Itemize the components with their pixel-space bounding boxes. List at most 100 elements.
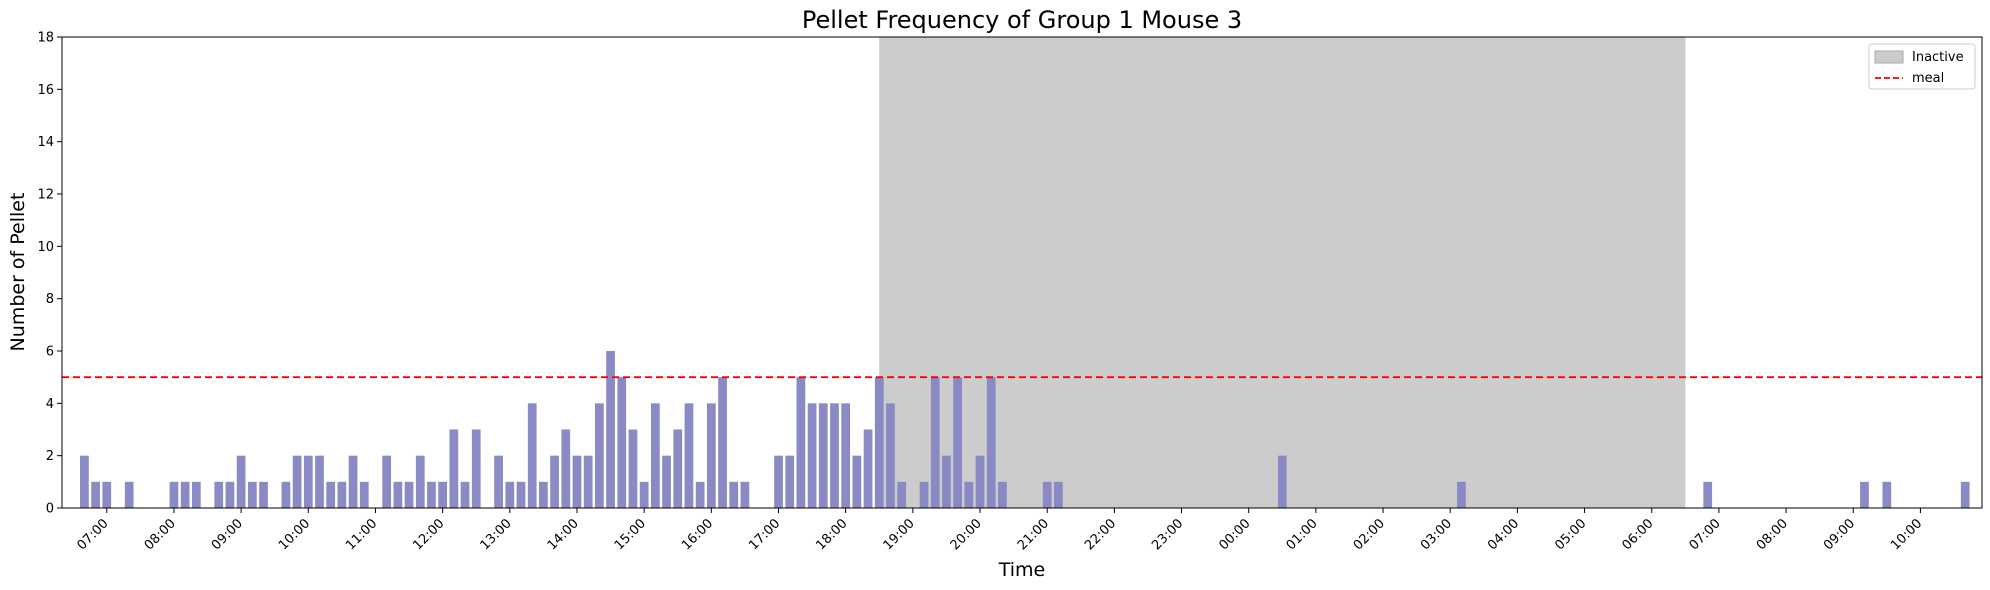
x-tick-label: 01:00 [1284, 516, 1321, 553]
bar [404, 481, 414, 508]
bar [919, 481, 929, 508]
bar [281, 481, 291, 508]
y-axis-title: Number of Pellet [7, 193, 29, 352]
bar [583, 455, 593, 508]
x-tick-label: 22:00 [1082, 516, 1119, 553]
x-tick-label: 11:00 [343, 516, 380, 553]
y-tick-label: 16 [37, 83, 54, 98]
y-tick-label: 2 [46, 449, 54, 464]
legend-inactive-label: Inactive [1912, 50, 1964, 65]
x-tick-label: 03:00 [1418, 516, 1455, 553]
bar [516, 481, 526, 508]
bar [326, 481, 336, 508]
bar [606, 351, 615, 508]
bar [729, 481, 739, 508]
bar [706, 403, 716, 508]
y-tick-label: 14 [37, 135, 54, 150]
bar [337, 481, 347, 508]
bar [169, 481, 179, 508]
bar [1457, 481, 1466, 508]
x-tick-label: 00:00 [1216, 516, 1253, 553]
bar [628, 429, 638, 508]
x-tick-label: 13:00 [478, 516, 515, 553]
bar [986, 377, 996, 508]
y-tick-label: 12 [37, 188, 54, 203]
bar [292, 455, 302, 508]
bar [561, 429, 571, 508]
bar [718, 377, 727, 508]
bar [740, 481, 750, 508]
legend-inactive-swatch [1874, 50, 1904, 64]
bar [684, 403, 694, 508]
bar [1860, 481, 1869, 508]
x-tick-label: 20:00 [948, 516, 985, 553]
bar [102, 481, 112, 508]
bar [595, 403, 604, 508]
bar [785, 455, 795, 508]
bar [550, 455, 559, 508]
bar [673, 429, 683, 508]
bar [662, 455, 671, 508]
bar [1882, 481, 1892, 508]
bar [830, 403, 839, 508]
x-tick-label: 09:00 [209, 516, 246, 553]
bar [471, 429, 481, 508]
x-tick-label: 06:00 [1619, 516, 1656, 553]
x-tick-label: 05:00 [1552, 516, 1589, 553]
legend-meal-label: meal [1912, 71, 1944, 86]
bar [1960, 481, 1970, 508]
bar [348, 455, 358, 508]
y-tick-label: 4 [46, 397, 54, 412]
bar [617, 377, 627, 508]
bar [796, 377, 806, 508]
bar [998, 481, 1007, 508]
bar [393, 481, 403, 508]
bar [942, 455, 951, 508]
bar [1042, 481, 1052, 508]
bar [852, 455, 862, 508]
x-tick-label: 07:00 [75, 516, 112, 553]
x-tick-label: 15:00 [612, 516, 649, 553]
x-tick-label: 19:00 [881, 516, 918, 553]
x-tick-label: 14:00 [545, 516, 582, 553]
bar [80, 455, 89, 508]
bar [415, 455, 425, 508]
x-tick-label: 17:00 [746, 516, 783, 553]
bar [247, 481, 257, 508]
bar [505, 481, 515, 508]
bar [315, 455, 324, 508]
bar [897, 481, 907, 508]
bar [124, 481, 134, 508]
x-tick-label: 08:00 [142, 516, 179, 553]
bar [572, 455, 582, 508]
bar [494, 455, 503, 508]
bar [874, 377, 884, 508]
bar [650, 403, 660, 508]
x-tick-label: 09:00 [1821, 516, 1858, 553]
x-axis-title: Time [998, 559, 1046, 581]
bar [818, 403, 828, 508]
x-tick-label: 08:00 [1754, 516, 1791, 553]
y-tick-label: 18 [37, 31, 54, 46]
bar [807, 403, 817, 508]
bar [975, 455, 985, 508]
legend: Inactive meal [1868, 43, 1976, 90]
chart-title: Pellet Frequency of Group 1 Mouse 3 [802, 6, 1242, 34]
bar [438, 481, 448, 508]
bar [639, 481, 649, 508]
bar [695, 481, 705, 508]
x-tick-label: 12:00 [410, 516, 447, 553]
bar [449, 429, 459, 508]
bar [1277, 455, 1287, 508]
bar [180, 481, 190, 508]
bar [259, 481, 268, 508]
bar [427, 481, 436, 508]
x-tick-label: 21:00 [1015, 516, 1052, 553]
bar [382, 455, 392, 508]
x-tick-label: 02:00 [1351, 516, 1388, 553]
bar [886, 403, 895, 508]
bar [460, 481, 470, 508]
bar [214, 481, 224, 508]
y-tick-label: 8 [46, 292, 54, 307]
